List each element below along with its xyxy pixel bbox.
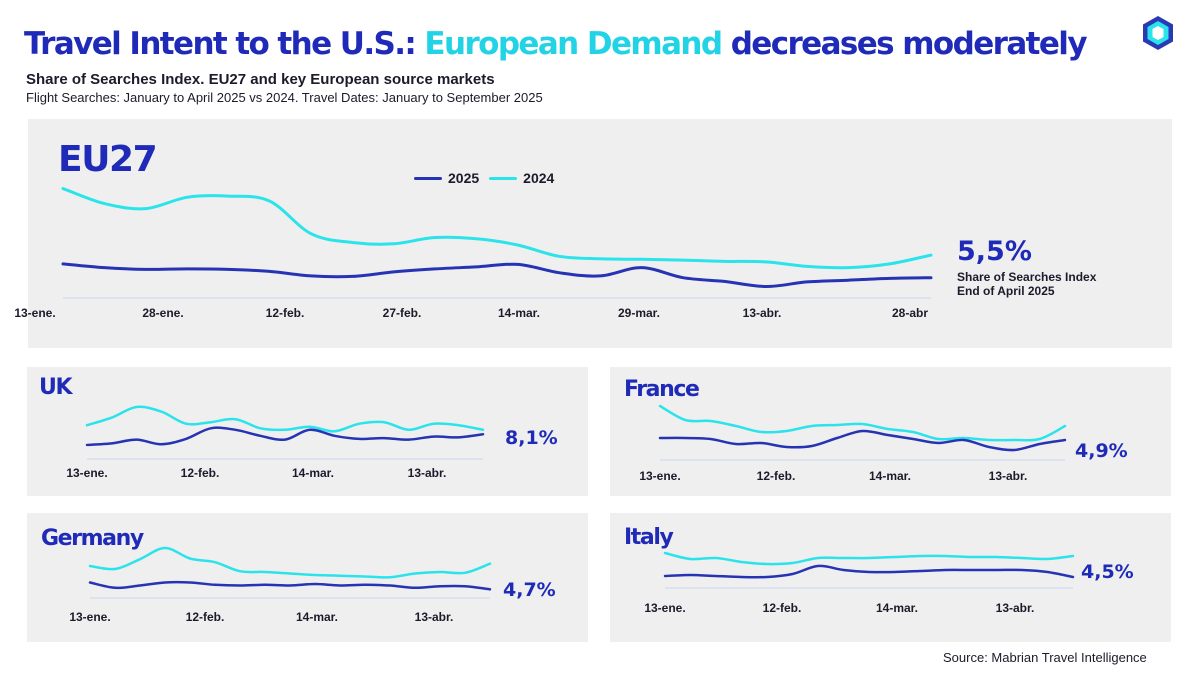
series-line-2024-germany <box>88 546 492 579</box>
x-tick-label-france: 13-abr. <box>989 469 1028 483</box>
title-part-2: decreases moderately <box>730 26 1088 62</box>
chart-panel-italy: Italy 13-ene. 12-feb. 14-mar. 13-abr. 4,5% <box>610 513 1171 642</box>
chart-title-uk: UK <box>39 375 73 400</box>
x-tick-label-eu27: 12-feb. <box>266 306 305 320</box>
end-note-line-1: Share of Searches Index <box>957 270 1097 284</box>
series-line-2025-italy <box>663 564 1075 579</box>
end-note-line-2: End of April 2025 <box>957 284 1055 298</box>
chart-title-france: France <box>624 377 700 402</box>
chart-legend: 2025 2024 <box>414 170 554 186</box>
page-subtitle-detail: Flight Searches: January to April 2025 v… <box>26 90 543 105</box>
x-tick-label-italy: 14-mar. <box>876 601 918 615</box>
x-tick-label-germany: 13-abr. <box>415 610 454 624</box>
title-part-1: Travel Intent to the U.S.: <box>24 26 417 62</box>
x-tick-label-eu27: 13-ene. <box>14 306 55 320</box>
x-tick-label-uk: 14-mar. <box>292 466 334 480</box>
legend-item-2025: 2025 <box>414 170 479 186</box>
series-line-2024-uk <box>85 405 485 433</box>
legend-swatch-2025 <box>414 176 442 180</box>
x-tick-label-germany: 12-feb. <box>186 610 225 624</box>
chart-italy: 13-ene. 12-feb. 14-mar. 13-abr. <box>644 551 1075 615</box>
x-tick-label-eu27: 27-feb. <box>383 306 422 320</box>
x-tick-label-uk: 13-abr. <box>408 466 447 480</box>
x-tick-label-italy: 13-abr. <box>996 601 1035 615</box>
x-tick-label-eu27: 28-abr <box>892 306 928 320</box>
series-line-2025-germany <box>88 580 492 591</box>
legend-label-2024: 2024 <box>523 170 555 186</box>
chart-germany: 13-ene. 12-feb. 14-mar. 13-abr. <box>69 546 492 624</box>
chart-panel-eu27: EU27 13-ene. 28-ene. 12-feb. 27-feb. 14-mar.… <box>14 119 1172 348</box>
x-tick-label-france: 12-feb. <box>757 469 796 483</box>
x-tick-label-eu27: 13-abr. <box>743 306 782 320</box>
page-subtitle: Share of Searches Index. EU27 and key Eu… <box>26 71 495 88</box>
chart-title-germany: Germany <box>41 526 144 551</box>
x-tick-label-germany: 13-ene. <box>69 610 110 624</box>
legend-swatch-2024 <box>489 176 518 180</box>
x-tick-label-france: 14-mar. <box>869 469 911 483</box>
end-value-note: Share of Searches Index End of April 202… <box>957 270 1096 298</box>
x-tick-label-eu27: 14-mar. <box>498 306 540 320</box>
chart-panel-france: France 13-ene. 12-feb. 14-mar. 13-abr. 4,9% <box>610 367 1171 496</box>
hexagon-logo-icon <box>1143 16 1173 50</box>
series-line-2024-france <box>658 404 1067 442</box>
end-value-uk: 8,1% <box>505 427 558 449</box>
x-tick-label-eu27: 29-mar. <box>618 306 660 320</box>
end-value-germany: 4,7% <box>503 579 556 601</box>
chart-title-eu27: EU27 <box>58 139 158 180</box>
series-line-2024-eu27 <box>61 187 933 270</box>
end-value-italy: 4,5% <box>1081 561 1134 583</box>
series-line-2025-eu27 <box>61 262 933 289</box>
x-tick-label-italy: 13-ene. <box>644 601 685 615</box>
chart-panel-germany: Germany 13-ene. 12-feb. 14-mar. 13-abr. 4,7… <box>27 513 588 642</box>
series-line-2024-italy <box>663 551 1075 566</box>
legend-label-2025: 2025 <box>448 170 480 186</box>
x-tick-label-uk: 13-ene. <box>66 466 107 480</box>
legend-item-2024: 2024 <box>489 170 554 186</box>
source-note: Source: Mabrian Travel Intelligence <box>943 650 1147 665</box>
chart-france: 13-ene. 12-feb. 14-mar. 13-abr. <box>639 404 1067 483</box>
page-title: Travel Intent to the U.S.: European Dema… <box>24 26 1088 62</box>
chart-eu27: 13-ene. 28-ene. 12-feb. 27-feb. 14-mar. 29-ma… <box>14 187 933 320</box>
x-tick-label-france: 13-ene. <box>639 469 680 483</box>
series-line-2025-uk <box>85 426 485 447</box>
end-value-eu27: 5,5% <box>957 236 1032 267</box>
series-line-2025-france <box>658 429 1067 452</box>
chart-uk: 13-ene. 12-feb. 14-mar. 13-abr. <box>66 405 485 480</box>
x-tick-label-italy: 12-feb. <box>763 601 802 615</box>
x-tick-label-eu27: 28-ene. <box>142 306 183 320</box>
end-value-france: 4,9% <box>1075 440 1128 462</box>
chart-title-italy: Italy <box>624 525 674 550</box>
x-tick-label-uk: 12-feb. <box>181 466 220 480</box>
chart-panel-uk: UK 13-ene. 12-feb. 14-mar. 13-abr. 8,1% <box>27 367 588 496</box>
x-tick-label-germany: 14-mar. <box>296 610 338 624</box>
title-highlight: European Demand <box>424 26 723 62</box>
